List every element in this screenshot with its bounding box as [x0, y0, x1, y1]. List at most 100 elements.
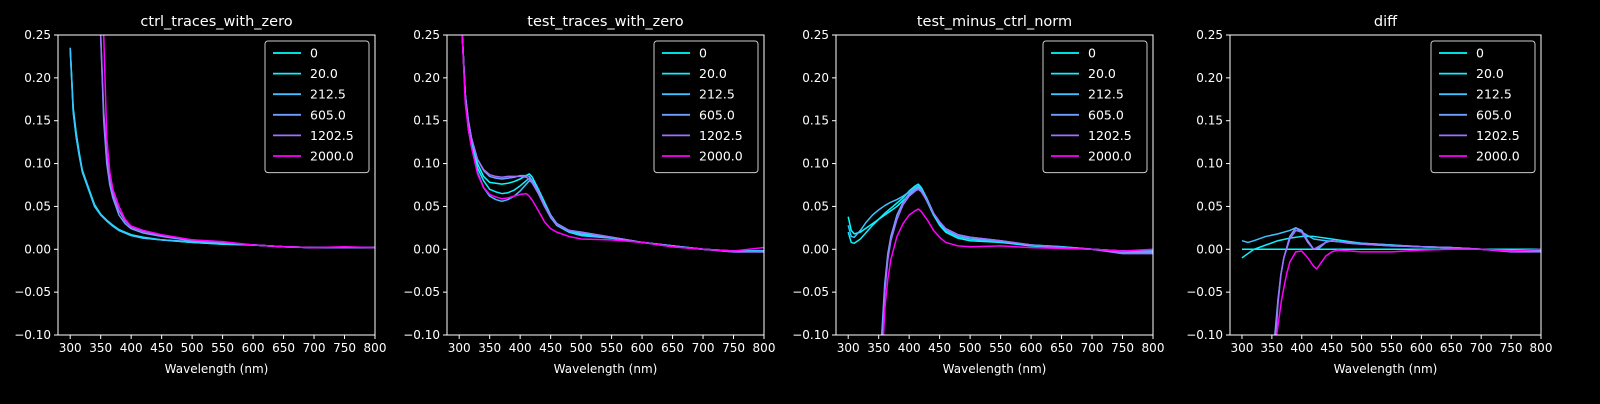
legend-label: 212.5: [699, 87, 735, 102]
x-tick-label: 500: [959, 341, 982, 355]
y-tick-label: −0.05: [403, 285, 440, 299]
x-tick-label: 600: [242, 341, 265, 355]
y-tick-label: −0.05: [1186, 285, 1223, 299]
chart-title: test_traces_with_zero: [527, 14, 684, 30]
y-tick-label: 0.20: [24, 71, 51, 85]
y-tick-label: 0.20: [413, 71, 440, 85]
x-tick-label: 350: [1260, 341, 1283, 355]
legend-label: 1202.5: [1088, 128, 1132, 143]
y-tick-label: 0.05: [802, 199, 829, 213]
x-tick-label: 550: [989, 341, 1012, 355]
series-line-2000.0: [1275, 248, 1541, 335]
legend-label: 20.0: [699, 66, 727, 81]
axes-frame: [835, 34, 1154, 336]
legend-label: 2000.0: [699, 149, 743, 164]
legend-label: 0: [699, 46, 707, 61]
x-tick-label: 300: [1231, 341, 1254, 355]
x-tick-label: 750: [1500, 341, 1523, 355]
legend-label: 212.5: [1476, 87, 1512, 102]
legend: 0 20.0 212.5 605.0 1202.5 2000.0: [1430, 40, 1536, 174]
x-tick-label: 650: [1440, 341, 1463, 355]
x-tick-label: 400: [898, 341, 921, 355]
x-tick-label: 700: [692, 341, 715, 355]
y-tick-label: −0.05: [792, 285, 829, 299]
y-tick-label: 0.25: [802, 28, 829, 42]
x-axis-label: Wavelength (nm): [1334, 362, 1438, 376]
x-tick-label: 400: [120, 341, 143, 355]
x-tick-label: 450: [539, 341, 562, 355]
x-tick-label: 800: [1530, 341, 1553, 355]
legend-label: 605.0: [1476, 107, 1512, 122]
x-tick-label: 750: [722, 341, 745, 355]
x-tick-label: 550: [600, 341, 623, 355]
legend-label: 20.0: [1088, 66, 1116, 81]
x-tick-label: 700: [1470, 341, 1493, 355]
y-tick-label: −0.10: [14, 328, 51, 342]
x-tick-label: 650: [661, 341, 684, 355]
x-tick-label: 800: [364, 341, 387, 355]
legend: 0 20.0 212.5 605.0 1202.5 2000.0: [653, 40, 759, 174]
x-tick-label: 550: [211, 341, 234, 355]
y-tick-label: 0.05: [1196, 199, 1223, 213]
legend-label: 212.5: [310, 87, 346, 102]
x-tick-label: 300: [837, 341, 860, 355]
chart-title: ctrl_traces_with_zero: [140, 14, 292, 30]
y-tick-label: 0.25: [1196, 28, 1223, 42]
legend-label: 605.0: [699, 107, 735, 122]
series-line-1202.5: [461, 35, 764, 253]
x-tick-label: 350: [478, 341, 501, 355]
x-axis-label: Wavelength (nm): [943, 362, 1047, 376]
legend-label: 1202.5: [1476, 128, 1520, 143]
x-tick-label: 600: [1410, 341, 1433, 355]
y-tick-label: 0.20: [802, 71, 829, 85]
y-tick-label: 0.05: [413, 199, 440, 213]
y-tick-label: 0.25: [413, 28, 440, 42]
legend-label: 2000.0: [1088, 149, 1132, 164]
y-tick-label: −0.10: [403, 328, 440, 342]
y-tick-label: 0.10: [802, 157, 829, 171]
plot-area: [1241, 227, 1541, 335]
series-line-2000.0: [102, 35, 375, 249]
y-tick-label: 0.00: [1196, 242, 1223, 256]
x-tick-label: 600: [631, 341, 654, 355]
chart-panel-3: 300 350 400 450 500 550 600 650 700 750 800 −0.10 −0…: [792, 14, 1164, 376]
y-tick-label: 0.15: [24, 114, 51, 128]
legend-label: 1202.5: [699, 128, 743, 143]
x-tick-label: 700: [303, 341, 326, 355]
legend-label: 20.0: [1476, 66, 1504, 81]
series-line-605.0: [880, 187, 1153, 335]
legend-label: 0: [310, 46, 318, 61]
series-line-2000.0: [882, 208, 1153, 335]
series-line-2000.0: [461, 35, 764, 252]
chart-panel-2: 300 350 400 450 500 550 600 650 700 750 800 −0.10 −0…: [403, 14, 775, 376]
series-line-0: [847, 186, 1153, 252]
y-tick-label: 0.15: [1196, 114, 1223, 128]
chart-title: test_minus_ctrl_norm: [917, 14, 1072, 30]
axes-frame: [446, 34, 765, 336]
chart-title: diff: [1374, 14, 1398, 30]
y-tick-label: 0.10: [1196, 157, 1223, 171]
x-tick-label: 450: [1320, 341, 1343, 355]
x-tick-label: 800: [1142, 341, 1165, 355]
x-tick-label: 600: [1020, 341, 1043, 355]
legend: 0 20.0 212.5 605.0 1202.5 2000.0: [264, 40, 370, 174]
y-tick-label: −0.05: [14, 285, 51, 299]
x-tick-label: 450: [928, 341, 951, 355]
y-tick-label: 0.25: [24, 28, 51, 42]
legend-label: 2000.0: [310, 149, 354, 164]
x-tick-label: 650: [1050, 341, 1073, 355]
y-tick-label: 0.05: [24, 199, 51, 213]
y-tick-label: 0.00: [802, 242, 829, 256]
x-axis-label: Wavelength (nm): [554, 362, 658, 376]
x-tick-label: 550: [1380, 341, 1403, 355]
x-tick-label: 450: [150, 341, 173, 355]
x-tick-label: 800: [753, 341, 776, 355]
axes-frame: [57, 34, 376, 336]
plot-area: [847, 183, 1153, 335]
y-tick-label: 0.00: [24, 242, 51, 256]
legend-label: 0: [1476, 46, 1484, 61]
x-tick-label: 500: [181, 341, 204, 355]
x-tick-label: 500: [570, 341, 593, 355]
x-tick-label: 500: [1350, 341, 1373, 355]
x-tick-label: 350: [867, 341, 890, 355]
